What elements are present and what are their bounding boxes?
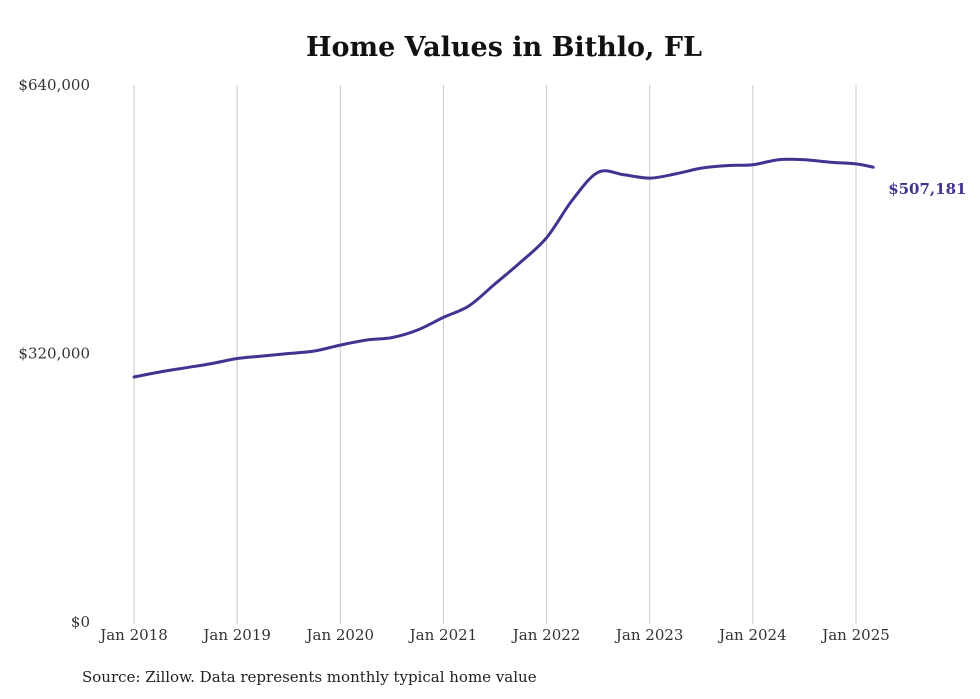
x-tick-label: Jan 2019 — [201, 626, 271, 644]
x-tick-label: Jan 2021 — [408, 626, 478, 644]
series-layer: $507,181 — [132, 157, 966, 379]
y-tick-label: $0 — [71, 613, 90, 631]
y-tick-label: $320,000 — [18, 345, 90, 363]
x-tick-label: Jan 2025 — [820, 626, 890, 644]
x-tick-label: Jan 2020 — [305, 626, 375, 644]
x-axis: Jan 2018 Jan 2019 Jan 2020 Jan 2021 Jan 2022… — [98, 626, 890, 644]
x-tick-label: Jan 2022 — [511, 626, 581, 644]
x-tick-label: Jan 2024 — [717, 626, 787, 644]
y-axis: $0 $320,000 $640,000 — [18, 76, 90, 631]
x-tick-label: Jan 2018 — [98, 626, 168, 644]
x-tick-label: Jan 2023 — [614, 626, 684, 644]
chart-title: Home Values in Bithlo, FL — [306, 32, 702, 63]
end-value-label: $507,181 — [888, 180, 966, 198]
grid-lines — [133, 85, 857, 624]
y-tick-label: $640,000 — [18, 76, 90, 94]
source-note: Source: Zillow. Data represents monthly … — [82, 668, 537, 686]
series-line — [132, 157, 875, 379]
